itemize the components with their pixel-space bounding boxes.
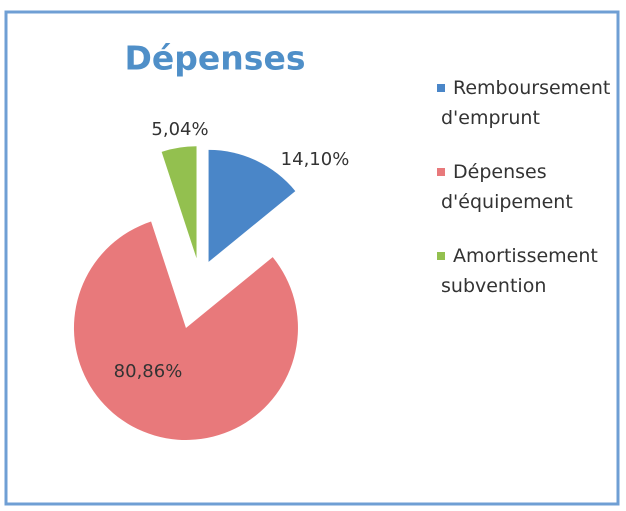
legend-label: Amortissement subvention [441,245,598,297]
legend-swatch [437,168,445,176]
data-label: 14,10% [281,149,350,170]
legend-swatch [437,84,445,92]
pie-slice [208,149,296,262]
data-label: 80,86% [114,361,183,382]
chart-title: Dépenses [125,39,306,78]
legend-label: Dépenses d'équipement [441,161,573,213]
legend-label: Remboursement d'emprunt [441,77,610,129]
data-label: 5,04% [151,119,208,140]
pie-slice [161,146,197,259]
legend-swatch [437,252,445,260]
pie-slice [73,221,298,440]
